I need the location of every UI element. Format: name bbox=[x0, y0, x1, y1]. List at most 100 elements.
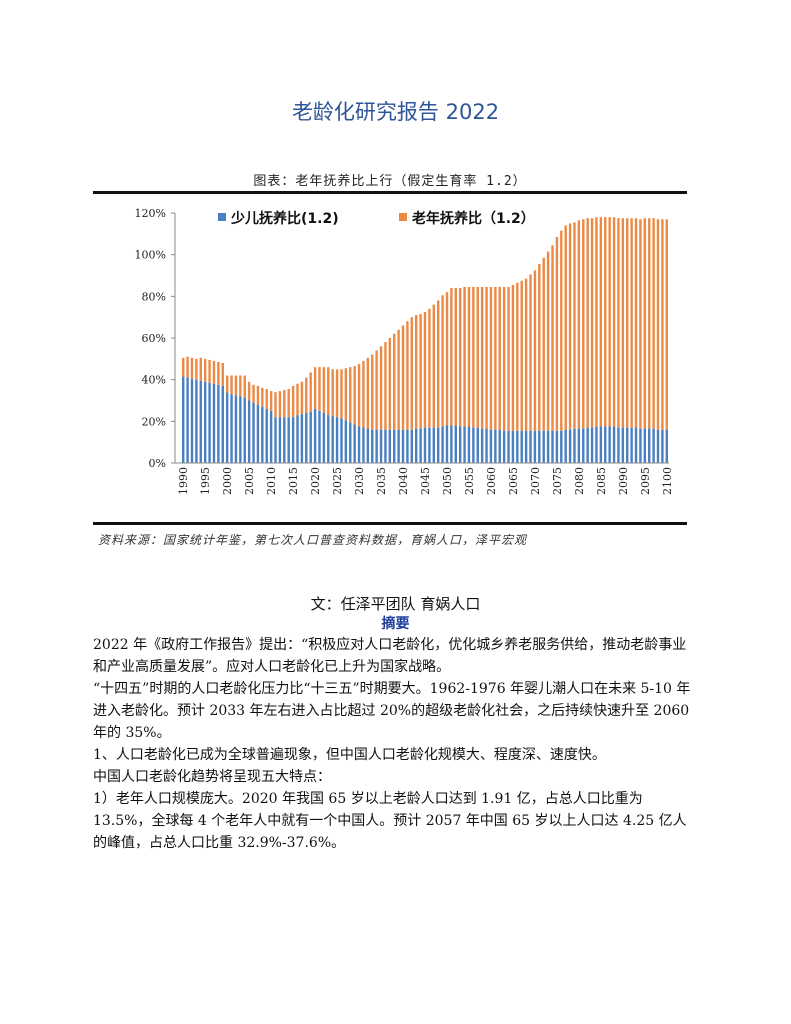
bar-youth-2011 bbox=[274, 417, 277, 463]
bar-elderly-2092 bbox=[630, 218, 633, 428]
bar-elderly-2094 bbox=[639, 219, 642, 429]
bar-youth-2065 bbox=[511, 430, 515, 463]
bar-youth-2083 bbox=[590, 427, 594, 463]
bar-youth-2042 bbox=[410, 429, 414, 463]
bar-elderly-2016 bbox=[296, 383, 299, 416]
y-tick-label: 100% bbox=[135, 249, 166, 262]
bar-elderly-2089 bbox=[617, 218, 620, 428]
bar-youth-2010 bbox=[269, 410, 273, 463]
x-tick-label: 2035 bbox=[375, 467, 388, 495]
bar-elderly-2081 bbox=[582, 219, 585, 429]
bar-elderly-2046 bbox=[428, 308, 431, 428]
bar-youth-2072 bbox=[542, 430, 545, 463]
bar-elderly-2044 bbox=[419, 314, 422, 429]
bar-youth-2082 bbox=[586, 427, 589, 463]
bar-youth-2089 bbox=[617, 427, 620, 463]
bar-youth-2073 bbox=[546, 430, 550, 463]
bar-youth-2045 bbox=[423, 427, 427, 463]
bar-youth-2027 bbox=[344, 420, 348, 463]
bar-youth-2086 bbox=[604, 426, 607, 463]
bar-youth-2017 bbox=[300, 414, 304, 463]
bar-elderly-2065 bbox=[511, 284, 515, 431]
x-tick-label: 2040 bbox=[397, 467, 410, 495]
bar-elderly-2012 bbox=[278, 391, 282, 418]
figure-top-rule bbox=[93, 191, 687, 194]
bar-elderly-2021 bbox=[318, 367, 321, 411]
bar-elderly-2020 bbox=[313, 367, 317, 409]
bar-elderly-2082 bbox=[586, 218, 589, 428]
bar-youth-2060 bbox=[489, 429, 493, 463]
bar-elderly-2054 bbox=[463, 286, 466, 427]
bar-youth-2002 bbox=[234, 395, 238, 463]
bar-elderly-1992 bbox=[190, 357, 194, 379]
bar-youth-2024 bbox=[331, 416, 334, 463]
bar-youth-2077 bbox=[564, 429, 567, 463]
bar-elderly-2078 bbox=[568, 223, 572, 430]
bar-elderly-2063 bbox=[502, 286, 506, 431]
y-tick-labels: 0% 20% 40% 60% 80% 100% 120% bbox=[135, 207, 175, 470]
bar-youth-1994 bbox=[199, 380, 202, 463]
bar-youth-2080 bbox=[577, 428, 581, 463]
x-tick-label: 2015 bbox=[287, 467, 300, 495]
bar-elderly-2048 bbox=[436, 300, 440, 428]
x-tick-label: 2100 bbox=[661, 467, 674, 495]
bar-youth-2043 bbox=[414, 428, 418, 463]
bar-youth-2035 bbox=[379, 429, 383, 463]
bar-youth-2050 bbox=[445, 425, 449, 463]
bar-elderly-2100 bbox=[665, 219, 669, 430]
bar-youth-2040 bbox=[401, 429, 405, 463]
bar-youth-2058 bbox=[480, 428, 484, 463]
bar-youth-2034 bbox=[375, 429, 378, 463]
bar-elderly-2023 bbox=[327, 367, 330, 416]
figure-source: 资料来源：国家统计年鉴，第七次人口普查资料数据，育娲人口，泽平宏观 bbox=[98, 533, 528, 547]
bar-elderly-1996 bbox=[208, 359, 211, 383]
bar-youth-2084 bbox=[595, 426, 598, 463]
page-title: 老龄化研究报告 2022 bbox=[291, 100, 500, 124]
bar-youth-2069 bbox=[529, 430, 532, 463]
bar-youth-2076 bbox=[560, 430, 563, 463]
bars bbox=[181, 217, 669, 463]
bar-elderly-2050 bbox=[445, 292, 449, 426]
bar-youth-1999 bbox=[221, 385, 224, 463]
bar-youth-2074 bbox=[551, 430, 554, 463]
bar-youth-2096 bbox=[648, 428, 651, 463]
bar-youth-2051 bbox=[450, 425, 453, 463]
bar-elderly-2045 bbox=[423, 311, 427, 428]
bar-elderly-2067 bbox=[520, 280, 523, 431]
paragraph: 1、人口老龄化已成为全球普遍现象，但中国人口老龄化规模大、程度深、速度快。 bbox=[93, 747, 606, 763]
bar-youth-2064 bbox=[507, 430, 510, 463]
bar-youth-2021 bbox=[318, 410, 321, 463]
bar-elderly-2073 bbox=[546, 251, 550, 431]
bar-youth-2048 bbox=[436, 427, 440, 463]
bar-youth-2029 bbox=[353, 424, 356, 463]
x-tick-label: 2060 bbox=[485, 467, 498, 495]
bar-elderly-2031 bbox=[362, 360, 365, 428]
bar-elderly-2006 bbox=[252, 384, 255, 403]
paragraph: “十四五”时期的人口老龄化压力比“十三五”时期要大。1962-1976 年婴儿潮… bbox=[93, 681, 691, 741]
bar-elderly-2015 bbox=[291, 385, 295, 418]
chart-caption: 图表：老年抚养比上行（假定生育率 1.2） bbox=[253, 174, 527, 189]
bar-youth-2031 bbox=[362, 427, 365, 463]
bar-youth-2079 bbox=[573, 428, 576, 463]
bar-elderly-2028 bbox=[349, 367, 352, 423]
x-tick-label: 2030 bbox=[353, 467, 366, 495]
bar-youth-2061 bbox=[494, 429, 497, 463]
bar-elderly-2013 bbox=[283, 390, 286, 418]
bar-elderly-2022 bbox=[322, 367, 326, 413]
bar-youth-2071 bbox=[538, 430, 541, 463]
bar-elderly-2086 bbox=[604, 217, 607, 427]
bar-elderly-2095 bbox=[643, 218, 647, 429]
bar-elderly-2032 bbox=[366, 357, 370, 429]
bar-youth-2075 bbox=[555, 430, 559, 463]
y-tick-label: 120% bbox=[135, 207, 166, 220]
x-tick-labels: 1990 1995 2000 2005 2010 2015 2020 2025 2030 2035… bbox=[177, 467, 674, 495]
x-tick-label: 2075 bbox=[551, 467, 564, 495]
bar-elderly-2077 bbox=[564, 225, 567, 430]
bar-youth-2099 bbox=[661, 429, 664, 463]
bar-elderly-1990 bbox=[181, 357, 185, 377]
bar-elderly-2052 bbox=[454, 288, 457, 426]
bar-youth-2009 bbox=[265, 408, 268, 463]
bar-elderly-2091 bbox=[626, 218, 629, 428]
bar-elderly-2024 bbox=[331, 369, 334, 417]
x-tick-label: 2055 bbox=[463, 467, 476, 495]
